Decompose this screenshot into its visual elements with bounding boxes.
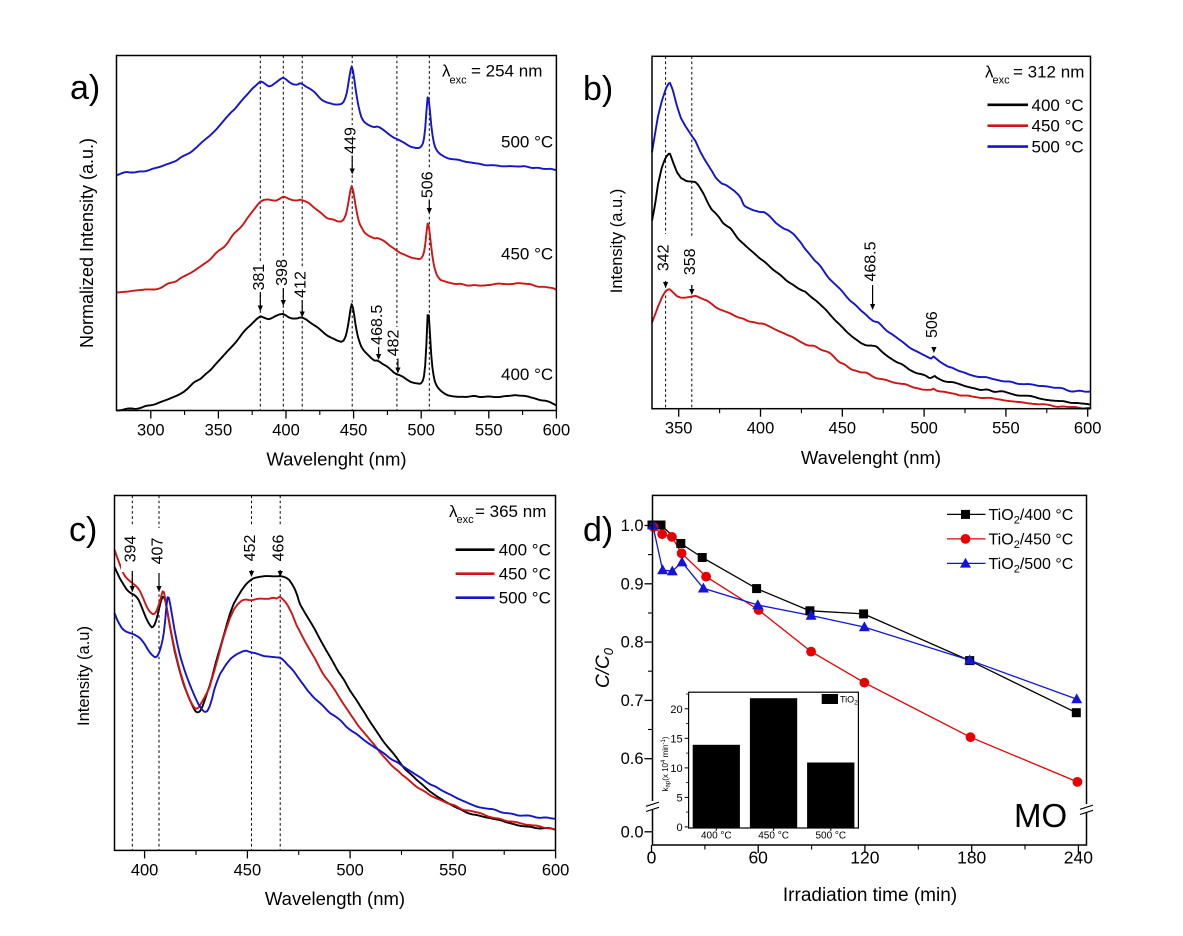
svg-text:550: 550 — [475, 422, 503, 440]
svg-text:506: 506 — [420, 171, 437, 198]
svg-text:120: 120 — [850, 848, 879, 868]
svg-text:450: 450 — [829, 420, 857, 438]
svg-text:d): d) — [583, 511, 613, 549]
svg-text:Irradiation time (min): Irradiation time (min) — [783, 885, 957, 906]
svg-text:kap(x 104 min-1): kap(x 104 min-1) — [661, 736, 672, 791]
svg-text:Wavelenght (nm): Wavelenght (nm) — [266, 449, 406, 470]
svg-text:exc: exc — [993, 75, 1011, 87]
svg-text:342: 342 — [656, 244, 673, 271]
svg-text:c): c) — [69, 511, 97, 549]
svg-text:500 °C: 500 °C — [1032, 138, 1084, 157]
svg-text:Wavelenght (nm): Wavelenght (nm) — [801, 447, 941, 468]
svg-text:550: 550 — [992, 420, 1020, 438]
svg-text:180: 180 — [957, 848, 986, 868]
svg-text:15: 15 — [670, 733, 682, 745]
svg-text:300: 300 — [137, 422, 165, 440]
svg-text:λ: λ — [442, 62, 451, 81]
svg-text:400 °C: 400 °C — [501, 365, 553, 384]
svg-text:600: 600 — [1074, 420, 1102, 438]
svg-text:468.5: 468.5 — [863, 241, 880, 281]
svg-text:400: 400 — [272, 422, 300, 440]
svg-text:Intensity (a.u): Intensity (a.u) — [75, 626, 93, 726]
svg-text:600: 600 — [542, 862, 570, 880]
svg-text:0.9: 0.9 — [621, 575, 644, 593]
svg-text:550: 550 — [439, 862, 467, 880]
svg-text:350: 350 — [665, 420, 693, 438]
svg-text:358: 358 — [682, 248, 699, 275]
svg-text:TiO2/500 °C: TiO2/500 °C — [989, 556, 1074, 576]
svg-text:a): a) — [70, 69, 100, 107]
svg-text:450 °C: 450 °C — [1032, 117, 1084, 136]
svg-text:450 °C: 450 °C — [501, 245, 553, 264]
svg-text:0: 0 — [676, 822, 682, 834]
svg-text:412: 412 — [293, 271, 310, 298]
svg-text:500 °C: 500 °C — [815, 831, 846, 842]
svg-text:452: 452 — [242, 535, 259, 562]
svg-text:= 312 nm: = 312 nm — [1013, 63, 1084, 82]
svg-text:0.8: 0.8 — [621, 634, 644, 652]
svg-text:482: 482 — [385, 330, 402, 357]
svg-text:exc: exc — [457, 514, 475, 526]
svg-text:240: 240 — [1064, 848, 1093, 868]
svg-text:20: 20 — [670, 704, 682, 716]
svg-text:0: 0 — [647, 848, 657, 868]
svg-text:0.7: 0.7 — [621, 692, 644, 710]
svg-text:398: 398 — [274, 259, 291, 286]
svg-text:exc: exc — [450, 75, 468, 87]
svg-text:506: 506 — [924, 311, 941, 338]
svg-text:0.0: 0.0 — [621, 823, 644, 841]
svg-text:Normalized Intensity (a.u.): Normalized Intensity (a.u.) — [77, 138, 97, 348]
svg-text:TiO2/450 °C: TiO2/450 °C — [989, 532, 1074, 552]
svg-text:C/C0: C/C0 — [593, 647, 616, 688]
svg-text:b): b) — [583, 70, 613, 108]
svg-text:450: 450 — [340, 422, 368, 440]
svg-text:450 °C: 450 °C — [758, 831, 789, 842]
svg-text:Wavelength (nm): Wavelength (nm) — [265, 888, 405, 909]
svg-text:468.5: 468.5 — [369, 305, 386, 345]
svg-text:400 °C: 400 °C — [1032, 96, 1084, 115]
svg-text:λ: λ — [449, 502, 458, 521]
svg-text:10: 10 — [670, 763, 682, 775]
svg-text:60: 60 — [748, 848, 768, 868]
svg-text:350: 350 — [205, 422, 233, 440]
svg-text:449: 449 — [342, 127, 359, 154]
svg-text:1.0: 1.0 — [621, 517, 644, 535]
svg-text:5: 5 — [676, 792, 682, 804]
svg-text:381: 381 — [251, 264, 268, 291]
svg-text:400 °C: 400 °C — [499, 541, 551, 560]
svg-text:600: 600 — [543, 422, 571, 440]
svg-text:400: 400 — [131, 862, 159, 880]
svg-text:Intensity (a.u.): Intensity (a.u.) — [608, 189, 626, 294]
svg-text:500: 500 — [910, 420, 938, 438]
svg-text:400: 400 — [747, 420, 775, 438]
svg-text:500: 500 — [407, 422, 435, 440]
svg-text:400 °C: 400 °C — [701, 831, 732, 842]
svg-text:466: 466 — [271, 535, 288, 562]
svg-text:TiO2/400 °C: TiO2/400 °C — [989, 507, 1074, 527]
svg-text:450 °C: 450 °C — [499, 565, 551, 584]
svg-text:500: 500 — [336, 862, 364, 880]
svg-text:λ: λ — [985, 63, 994, 82]
svg-text:MO: MO — [1014, 797, 1067, 834]
svg-text:0.6: 0.6 — [621, 750, 644, 768]
svg-text:500 °C: 500 °C — [499, 589, 551, 608]
svg-text:= 365 nm: = 365 nm — [475, 502, 546, 521]
svg-text:407: 407 — [149, 538, 166, 565]
svg-text:= 254 nm: = 254 nm — [471, 62, 542, 81]
svg-text:394: 394 — [123, 536, 140, 563]
svg-text:500 °C: 500 °C — [501, 133, 553, 152]
svg-text:450: 450 — [234, 862, 262, 880]
svg-text:TiO2: TiO2 — [840, 695, 858, 707]
